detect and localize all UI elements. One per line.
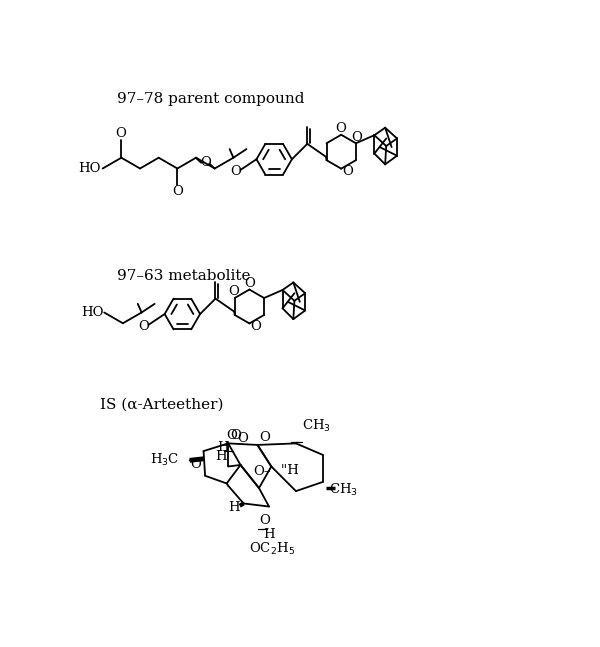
Text: O: O bbox=[245, 277, 256, 290]
Text: O: O bbox=[190, 459, 201, 472]
Text: O: O bbox=[250, 320, 261, 333]
Text: ''H: ''H bbox=[281, 464, 299, 477]
Text: O: O bbox=[230, 165, 241, 178]
Text: O: O bbox=[238, 432, 248, 444]
Text: O: O bbox=[230, 429, 241, 442]
Text: HO: HO bbox=[79, 162, 101, 175]
Text: 97–78 parent compound: 97–78 parent compound bbox=[118, 91, 305, 105]
Text: OC$_2$H$_5$: OC$_2$H$_5$ bbox=[249, 540, 295, 556]
Text: O: O bbox=[342, 165, 353, 178]
Text: O: O bbox=[229, 285, 239, 298]
Text: O: O bbox=[335, 122, 346, 135]
Text: O: O bbox=[115, 127, 126, 140]
Text: H: H bbox=[228, 501, 240, 514]
Text: O: O bbox=[200, 156, 211, 169]
Text: H$_3$C: H$_3$C bbox=[149, 452, 179, 468]
Text: 97–63 metabolite: 97–63 metabolite bbox=[118, 269, 251, 283]
Text: O: O bbox=[172, 185, 183, 198]
Text: H: H bbox=[215, 450, 227, 463]
Text: H: H bbox=[263, 528, 274, 541]
Text: CH$_3$: CH$_3$ bbox=[329, 481, 358, 498]
Text: O: O bbox=[260, 514, 271, 527]
Text: H: H bbox=[217, 441, 229, 454]
Text: IS (α-Arteether): IS (α-Arteether) bbox=[100, 397, 223, 411]
Text: O: O bbox=[351, 131, 362, 144]
Text: O: O bbox=[139, 320, 149, 333]
Text: O–: O– bbox=[253, 465, 271, 477]
Text: HO: HO bbox=[82, 306, 104, 319]
Text: O: O bbox=[227, 429, 238, 442]
Text: CH$_3$: CH$_3$ bbox=[302, 418, 331, 434]
Text: O: O bbox=[259, 431, 270, 444]
